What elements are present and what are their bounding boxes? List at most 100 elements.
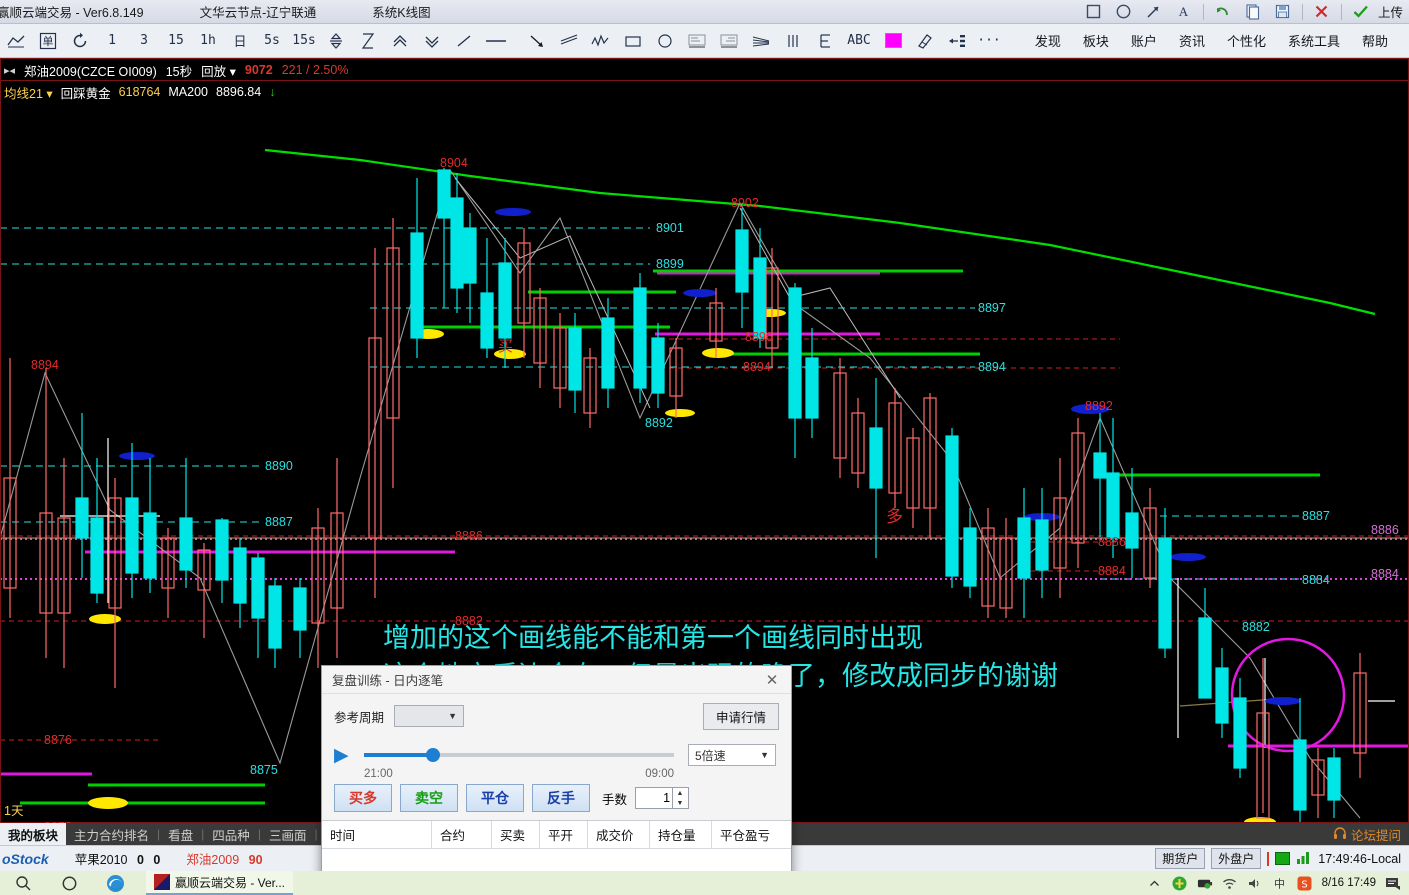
lots-input[interactable] [636,790,673,806]
expand-icon[interactable] [321,26,351,56]
board-tab-main-rank[interactable]: 主力合约排名 [74,828,150,843]
play-icon[interactable]: ▶ [334,744,349,766]
hourglass-icon[interactable] [353,26,383,56]
col-openclose: 平开 [540,820,588,849]
period-1hour-button[interactable]: 1h [200,33,216,48]
fib-icon[interactable] [810,26,840,56]
stepper-down-icon[interactable]: ▼ [676,799,684,807]
sell-short-button[interactable]: 卖空 [400,784,458,812]
sogou-icon[interactable]: S [1297,875,1313,891]
quote-item[interactable]: 苹果2010 0 0 [49,849,161,868]
save-icon[interactable] [1268,0,1298,24]
period-5s-button[interactable]: 5s [264,33,280,48]
vertical-lines-icon[interactable] [778,26,808,56]
search-icon[interactable] [0,871,46,895]
board-tab-three-panes[interactable]: 三画面 [268,828,307,843]
line-chart-icon[interactable] [1,26,31,56]
horizontal-line-icon[interactable] [481,26,511,56]
scroll-up-icon[interactable] [385,26,415,56]
refresh-icon[interactable] [65,26,95,56]
buy-long-button[interactable]: 买多 [334,784,392,812]
volume-icon[interactable] [1247,875,1263,891]
playback-slider[interactable] [364,745,674,765]
quote-item[interactable]: 郑油2009 90 [160,849,262,868]
chevron-up-icon[interactable] [1147,875,1163,891]
more-icon[interactable]: ··· [977,33,1001,48]
down-arrow-line-icon[interactable] [522,26,552,56]
ime-cn-icon[interactable]: 中 [1272,875,1288,891]
zigzag-icon[interactable] [586,26,616,56]
taskbar-datetime[interactable]: 8/16 17:49 [1321,877,1376,889]
contract-symbol[interactable]: 郑油2009(CZCE OI009) [24,64,157,79]
abc-label-icon[interactable]: ABC [847,33,871,48]
period-1min-button[interactable]: 1 [108,33,116,48]
shield-green-icon[interactable] [1172,875,1188,891]
menu-board[interactable]: 板块 [1082,34,1109,49]
futures-account-button[interactable]: 期货户 [1155,848,1206,869]
reference-period-select[interactable]: ▼ [394,705,465,727]
arrow-icon[interactable] [1139,0,1169,24]
parallel-lines-icon[interactable] [554,26,584,56]
server-node-label[interactable]: 文华云节点-辽宁联通 [199,6,317,20]
menu-help[interactable]: 帮助 [1361,34,1388,49]
square-icon[interactable] [1079,0,1109,24]
forum-link[interactable]: 论坛提问 [1333,825,1409,844]
foreign-account-button[interactable]: 外盘户 [1211,848,1262,869]
menu-account[interactable]: 账户 [1130,34,1157,49]
wifi-icon[interactable] [1222,875,1238,891]
color-swatch[interactable] [878,26,908,56]
single-frame-icon[interactable]: 单 [33,26,63,56]
scroll-down-icon[interactable] [417,26,447,56]
menu-system-tools[interactable]: 系统工具 [1287,34,1340,49]
rectangle-icon[interactable] [618,26,648,56]
ma200-label: MA200 [168,85,208,99]
align-icon[interactable] [942,26,972,56]
period-day-button[interactable]: 日 [233,35,247,50]
period-15s-button[interactable]: 15s [292,33,316,48]
board-tab-watch[interactable]: 看盘 [168,828,194,843]
stepper-up-icon[interactable]: ▲ [676,789,684,797]
close-position-button[interactable]: 平仓 [466,784,524,812]
slider-thumb[interactable] [426,748,440,762]
ma-dropdown[interactable]: 均线21 ▾ [4,86,53,101]
ellipse-icon[interactable] [650,26,680,56]
cortana-circle-icon[interactable] [46,871,92,895]
eraser-icon[interactable] [910,26,940,56]
speed-select[interactable]: 5倍速 ▼ [688,744,776,766]
notification-icon[interactable] [1385,875,1401,891]
slash-line-icon[interactable] [449,26,479,56]
edge-browser-icon[interactable] [92,871,138,895]
check-icon[interactable] [1346,0,1376,24]
replay-dropdown[interactable]: 回放 ▾ [201,64,236,79]
upload-label[interactable]: 上传 [1377,6,1403,20]
price-tag: 8904 [440,156,468,170]
stepper-buttons[interactable]: ▲ ▼ [672,788,687,808]
system-kline-tab[interactable]: 系统K线图 [372,6,431,20]
close-icon[interactable] [1307,0,1337,24]
divider: | [157,827,161,841]
period-3min-button[interactable]: 3 [140,33,148,48]
dialog-title: 复盘训练 - 日内逐笔 [332,674,444,688]
replay-training-dialog[interactable]: 复盘训练 - 日内逐笔 ✕ 参考周期 ▼ 申请行情 ▶ 5 [321,665,792,895]
board-tab-my[interactable]: 我的板块 [0,823,67,845]
close-icon[interactable]: ✕ [765,671,779,689]
menu-personalize[interactable]: 个性化 [1226,34,1266,49]
period-15min-button[interactable]: 15 [168,33,184,48]
quantity-stepper[interactable]: ▲ ▼ [635,787,690,809]
reverse-button[interactable]: 反手 [532,784,590,812]
undo-icon[interactable] [1208,0,1238,24]
taskbar-item-app[interactable]: 赢顺云端交易 - Ver... [146,871,294,895]
menu-news[interactable]: 资讯 [1178,34,1205,49]
circle-icon[interactable] [1109,0,1139,24]
menu-discover[interactable]: 发现 [1034,34,1061,49]
text-right-icon[interactable] [714,26,744,56]
text-icon[interactable]: A [1169,0,1199,24]
text-left-icon[interactable] [682,26,712,56]
copy-icon[interactable] [1238,0,1268,24]
col-time: 时间 [322,820,432,849]
chart-period[interactable]: 15秒 [165,64,193,79]
fan-lines-icon[interactable] [746,26,776,56]
board-tab-four-products[interactable]: 四品种 [212,828,250,843]
battery-icon[interactable] [1197,875,1213,891]
apply-quote-button[interactable]: 申请行情 [702,702,779,730]
